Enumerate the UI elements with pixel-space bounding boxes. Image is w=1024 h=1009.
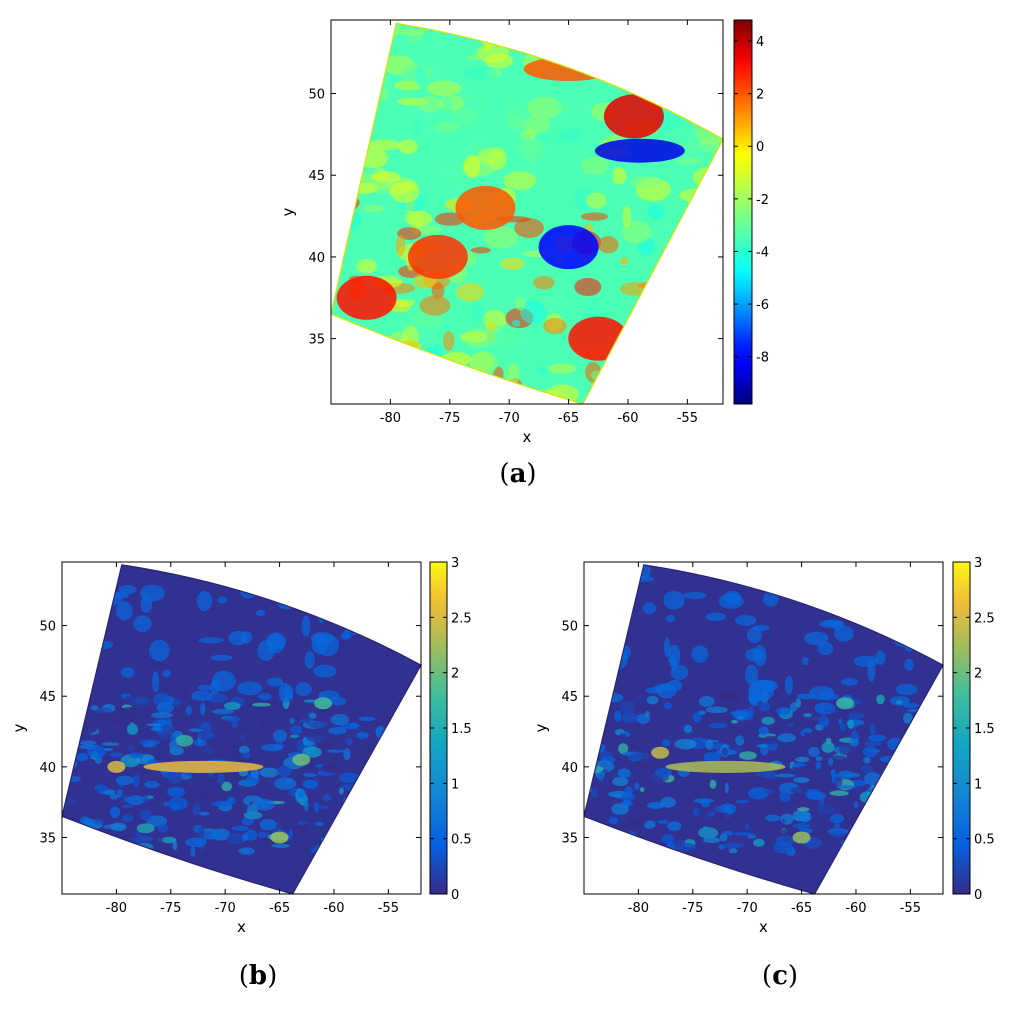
colorbar-tick-label: -4 bbox=[756, 245, 769, 260]
colorbar-tick-label: 2 bbox=[974, 667, 982, 682]
panel-label: (c) bbox=[762, 961, 798, 991]
plot-frame bbox=[330, 19, 724, 405]
feature-warm-patches bbox=[336, 275, 397, 320]
feature-warm-region bbox=[523, 57, 614, 82]
colorbar-tick-label: 1.5 bbox=[974, 722, 995, 737]
panel-label: (a) bbox=[499, 459, 536, 489]
feature-cold-band bbox=[594, 138, 685, 163]
colorbar-tick-label: 2.5 bbox=[451, 611, 472, 626]
plot-frame bbox=[583, 561, 944, 895]
y-tick-label: 45 bbox=[561, 690, 578, 705]
colorbar: 3 2.5 2 1.5 1 0.5 0 bbox=[952, 556, 995, 903]
feature-high-band bbox=[143, 760, 264, 773]
colorbar-tick-label: 3 bbox=[974, 556, 982, 571]
y-tick-label: 45 bbox=[308, 169, 325, 184]
colorbar-tick-label: -6 bbox=[756, 298, 769, 313]
feature-hotspot bbox=[651, 746, 670, 759]
x-tick-label: -55 bbox=[677, 411, 698, 426]
feature-hotspot bbox=[792, 831, 811, 844]
colorbar-tick-label: 0 bbox=[756, 140, 764, 155]
x-tick-label: -65 bbox=[558, 411, 579, 426]
y-tick-label: 40 bbox=[308, 251, 325, 266]
y-tick-label: 50 bbox=[308, 88, 325, 103]
x-tick-label: -75 bbox=[439, 411, 460, 426]
y-axis-label: y bbox=[10, 723, 28, 732]
x-tick-label: -75 bbox=[160, 901, 181, 916]
feature-hotspot bbox=[107, 760, 126, 773]
feature-hotspot bbox=[314, 697, 333, 710]
colorbar-tick-label: 2 bbox=[756, 88, 764, 103]
feature-warm-patches bbox=[455, 185, 516, 230]
colorbar-tick-label: 0 bbox=[974, 888, 982, 903]
y-tick-label: 40 bbox=[561, 761, 578, 776]
chart-panel-b: -80 -75 -70 -65 -60 -55 35 40 45 50 x y 3 2.5 2 1.5 1 0.5… bbox=[10, 556, 472, 991]
y-tick-label: 35 bbox=[308, 333, 325, 348]
x-tick-label: -70 bbox=[737, 901, 758, 916]
colorbar-tick-label: 0.5 bbox=[974, 833, 995, 848]
feature-hotspot bbox=[836, 697, 855, 710]
x-axis-label: x bbox=[759, 918, 768, 936]
chart-panel-a: -80 -75 -70 -65 -60 -55 35 40 45 50 x y 4 2 0 -2 -4 -6 -8 (… bbox=[279, 19, 769, 489]
y-axis-label: y bbox=[279, 207, 297, 216]
feature-warm-maximum bbox=[603, 94, 664, 139]
colorbar-tick-label: 4 bbox=[756, 35, 764, 50]
colorbar: 3 2.5 2 1.5 1 0.5 0 bbox=[429, 556, 472, 903]
x-axis-label: x bbox=[237, 918, 246, 936]
x-tick-label: -60 bbox=[617, 411, 638, 426]
colorbar-tick-label: 1.5 bbox=[451, 722, 472, 737]
x-tick-label: -60 bbox=[845, 901, 866, 916]
y-tick-label: 35 bbox=[39, 831, 56, 846]
colorbar-tick-label: 1 bbox=[451, 777, 459, 792]
heatmap-field bbox=[62, 564, 421, 894]
colorbar-tick-label: -8 bbox=[756, 351, 769, 366]
feature-hotspot bbox=[270, 831, 289, 844]
x-axis-label: x bbox=[523, 428, 532, 446]
chart-panel-c: -80 -75 -70 -65 -60 -55 35 40 45 50 x y 3 2.5 2 1.5 1 0.5… bbox=[532, 556, 995, 991]
x-tick-label: -70 bbox=[499, 411, 520, 426]
colorbar-tick-label: 2 bbox=[451, 667, 459, 682]
colorbar-tick-label: 1 bbox=[974, 777, 982, 792]
heatmap-field bbox=[331, 23, 723, 405]
y-tick-label: 45 bbox=[39, 690, 56, 705]
colorbar-tick-label: -2 bbox=[756, 193, 769, 208]
y-axis-label: y bbox=[532, 723, 550, 732]
y-tick-label: 40 bbox=[39, 761, 56, 776]
x-tick-label: -55 bbox=[900, 901, 921, 916]
colorbar: 4 2 0 -2 -4 -6 -8 bbox=[733, 19, 769, 405]
colorbar-tick-label: 0.5 bbox=[451, 833, 472, 848]
feature-high-band bbox=[665, 760, 786, 773]
feature-cold-streak bbox=[538, 225, 599, 270]
colorbar-tick-label: 2.5 bbox=[974, 611, 995, 626]
x-tick-label: -75 bbox=[682, 901, 703, 916]
feature-warm-patches bbox=[407, 234, 468, 279]
x-tick-label: -60 bbox=[323, 901, 344, 916]
heatmap-field bbox=[584, 564, 943, 894]
panel-label: (b) bbox=[239, 961, 278, 991]
colorbar-tick-label: 0 bbox=[451, 888, 459, 903]
feature-warm-patches bbox=[568, 316, 629, 361]
colorbar-tick-label: 3 bbox=[451, 556, 459, 571]
x-tick-label: -70 bbox=[215, 901, 236, 916]
x-tick-label: -65 bbox=[269, 901, 290, 916]
x-tick-label: -80 bbox=[628, 901, 649, 916]
y-tick-label: 50 bbox=[561, 620, 578, 635]
x-tick-label: -55 bbox=[378, 901, 399, 916]
x-tick-label: -80 bbox=[106, 901, 127, 916]
x-tick-label: -65 bbox=[791, 901, 812, 916]
x-tick-label: -80 bbox=[380, 411, 401, 426]
y-tick-label: 50 bbox=[39, 620, 56, 635]
feature-hotspot bbox=[292, 753, 311, 766]
plot-frame bbox=[61, 561, 422, 895]
y-tick-label: 35 bbox=[561, 831, 578, 846]
